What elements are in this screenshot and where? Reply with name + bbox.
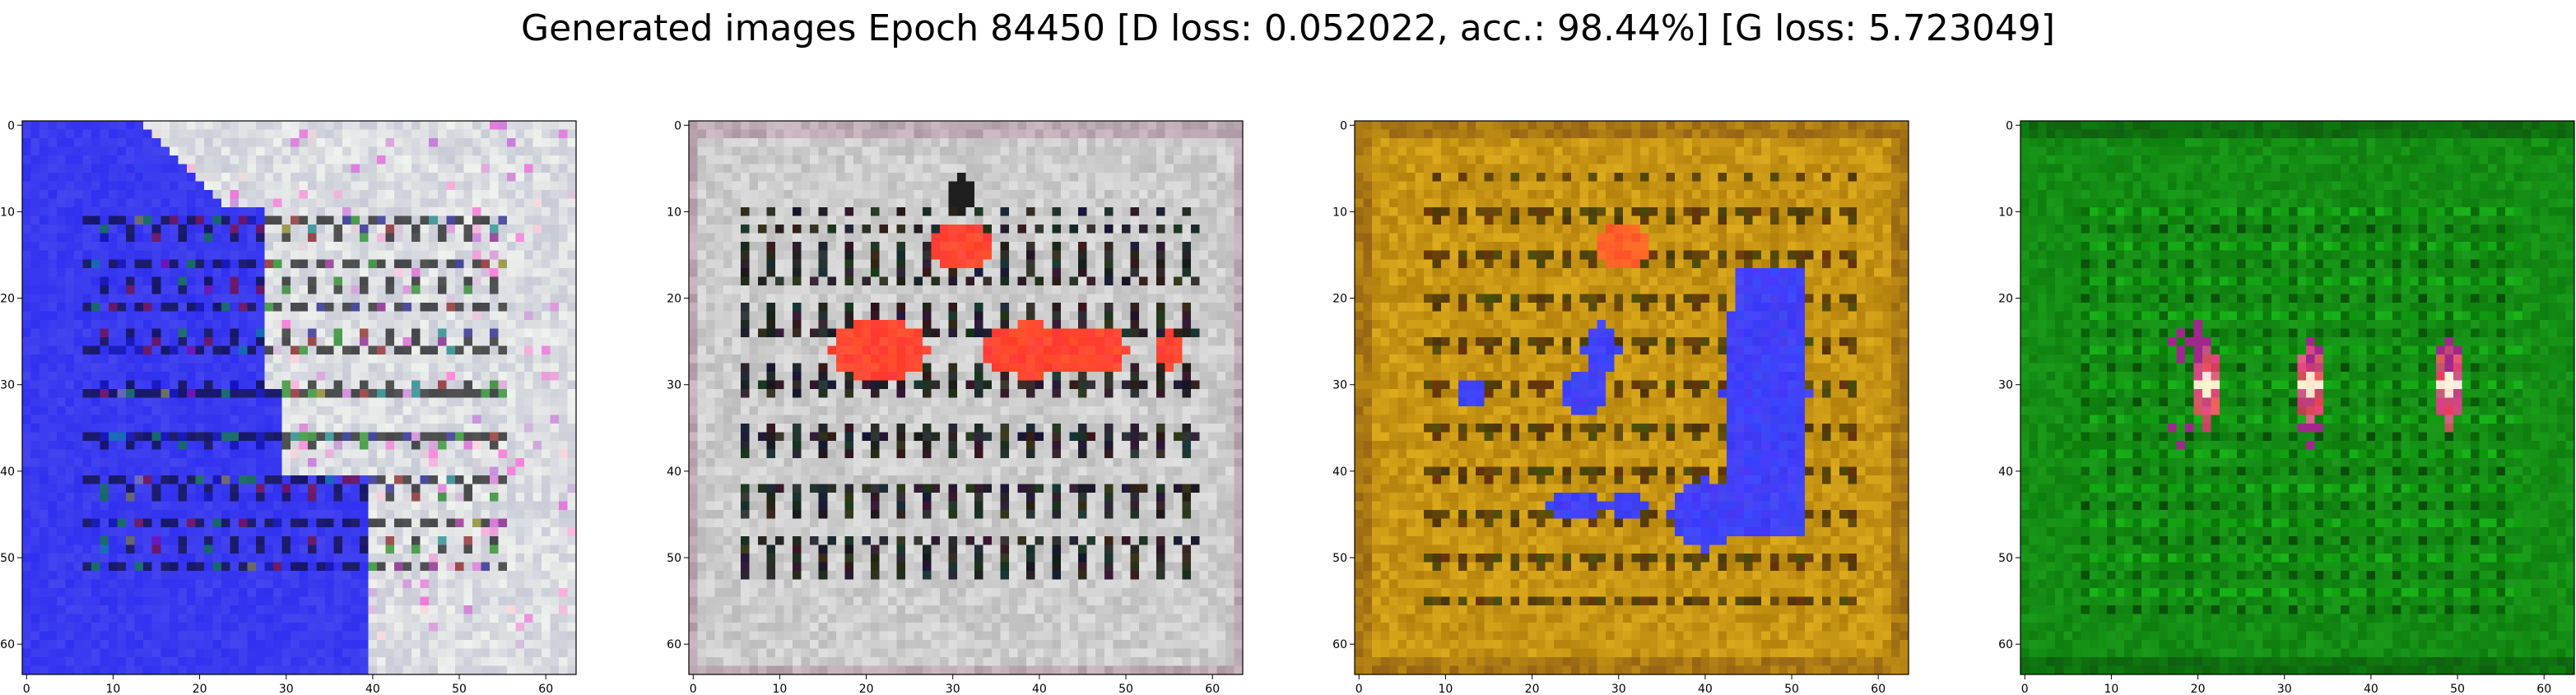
x-tick-label: 50 bbox=[2450, 683, 2465, 695]
y-tick-label: 60 bbox=[1998, 638, 2013, 651]
x-tick-label: 30 bbox=[946, 683, 960, 695]
y-tick-label: 20 bbox=[0, 293, 15, 306]
y-tick-label: 50 bbox=[0, 552, 15, 565]
y-tick-label: 20 bbox=[667, 293, 681, 306]
generated-image-2 bbox=[689, 121, 1243, 674]
generated-image-4 bbox=[2020, 121, 2574, 674]
y-tick-label: 10 bbox=[1332, 206, 1347, 219]
y-tick-label: 10 bbox=[667, 206, 681, 219]
y-tick-label: 40 bbox=[667, 466, 681, 479]
x-tick-label: 20 bbox=[859, 683, 874, 695]
x-tick-label: 40 bbox=[2364, 683, 2378, 695]
axes-frame bbox=[688, 120, 1244, 675]
y-tick-label: 60 bbox=[667, 638, 681, 651]
y-tick-label: 60 bbox=[1332, 638, 1347, 651]
y-tick-label: 0 bbox=[674, 119, 681, 132]
x-tick-label: 50 bbox=[452, 683, 467, 695]
x-tick-label: 30 bbox=[1611, 683, 1626, 695]
x-tick-label: 60 bbox=[538, 683, 553, 695]
y-tick-label: 0 bbox=[2006, 119, 2013, 132]
y-tick-label: 0 bbox=[7, 119, 15, 132]
y-tick-label: 60 bbox=[0, 638, 15, 651]
y-tick-label: 0 bbox=[1340, 119, 1347, 132]
y-tick-label: 40 bbox=[1332, 466, 1347, 479]
x-tick-label: 40 bbox=[1698, 683, 1713, 695]
x-tick-label: 30 bbox=[279, 683, 294, 695]
y-tick-label: 40 bbox=[1998, 466, 2013, 479]
generated-image-panel-2: 0 10 20 30 40 50 60 0 10 20 30 40 50 60 bbox=[667, 119, 1244, 695]
generated-image-panel-3: 0 10 20 30 40 50 60 0 10 20 30 40 50 60 bbox=[1332, 119, 1909, 695]
figure-title: Generated images Epoch 84450 [D loss: 0.… bbox=[520, 7, 2056, 49]
x-tick-label: 30 bbox=[2277, 683, 2292, 695]
x-tick-label: 40 bbox=[1032, 683, 1047, 695]
x-tick-label: 60 bbox=[2536, 683, 2551, 695]
x-tick-label: 50 bbox=[1118, 683, 1133, 695]
x-tick-label: 60 bbox=[1205, 683, 1220, 695]
x-tick-label: 0 bbox=[23, 683, 30, 695]
x-tick-label: 0 bbox=[690, 683, 697, 695]
y-tick-label: 40 bbox=[0, 466, 15, 479]
x-tick-label: 10 bbox=[106, 683, 121, 695]
axes-frame bbox=[21, 120, 577, 675]
x-tick-label: 50 bbox=[1784, 683, 1799, 695]
generated-image-panel-1: 0 10 20 30 40 50 60 0 10 20 30 40 50 60 bbox=[0, 119, 577, 695]
y-tick-label: 30 bbox=[667, 379, 681, 392]
y-tick-label: 30 bbox=[1998, 379, 2013, 392]
axes-frame bbox=[2020, 120, 2575, 675]
y-tick-label: 20 bbox=[1332, 293, 1347, 306]
y-tick-label: 10 bbox=[1998, 206, 2013, 219]
x-tick-label: 20 bbox=[2191, 683, 2206, 695]
x-tick-label: 60 bbox=[1871, 683, 1886, 695]
generated-image-3 bbox=[1355, 121, 1909, 674]
y-tick-label: 10 bbox=[0, 206, 15, 219]
x-tick-label: 10 bbox=[1439, 683, 1453, 695]
y-tick-label: 30 bbox=[0, 379, 15, 392]
x-tick-label: 0 bbox=[2021, 683, 2029, 695]
y-tick-label: 30 bbox=[1332, 379, 1347, 392]
axes-frame bbox=[1354, 120, 1909, 675]
x-tick-label: 20 bbox=[193, 683, 207, 695]
x-tick-label: 10 bbox=[2104, 683, 2119, 695]
y-tick-label: 20 bbox=[1998, 293, 2013, 306]
generated-image-1 bbox=[22, 121, 576, 674]
x-tick-label: 20 bbox=[1525, 683, 1540, 695]
generated-image-panel-4: 0 10 20 30 40 50 60 0 10 20 30 40 50 60 bbox=[1998, 119, 2575, 695]
y-tick-label: 50 bbox=[1998, 552, 2013, 565]
y-tick-label: 50 bbox=[667, 552, 681, 565]
x-tick-label: 40 bbox=[365, 683, 380, 695]
y-tick-label: 50 bbox=[1332, 552, 1347, 565]
x-tick-label: 10 bbox=[773, 683, 788, 695]
x-tick-label: 0 bbox=[1355, 683, 1363, 695]
